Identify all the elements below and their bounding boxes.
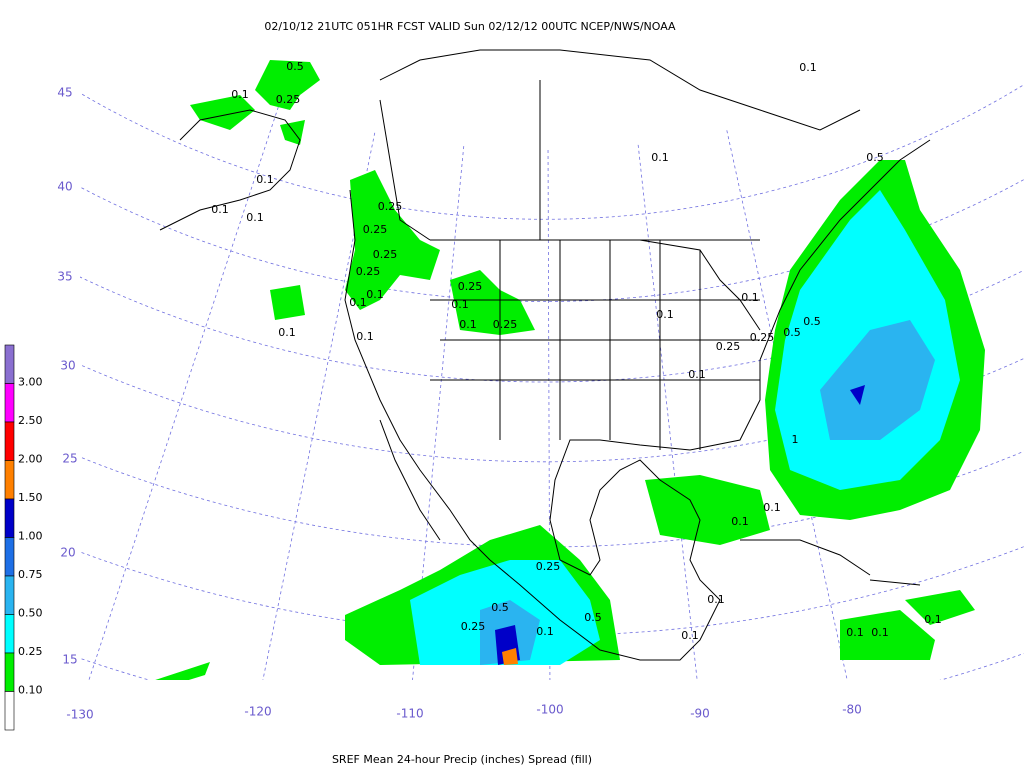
contour-label: 0.1 xyxy=(656,308,674,321)
contour-label: 0.1 xyxy=(651,151,669,164)
legend-label: 0.75 xyxy=(18,568,43,581)
contour-label: 0.1 xyxy=(846,626,864,639)
latitude-label: 20 xyxy=(60,546,75,560)
longitude-label: -100 xyxy=(536,703,563,717)
contour-label: 0.1 xyxy=(741,291,759,304)
legend-swatch xyxy=(4,344,15,384)
contour-label: 0.25 xyxy=(458,280,483,293)
contour-label: 0.1 xyxy=(211,203,229,216)
legend-label: 0.50 xyxy=(18,607,43,620)
legend: 3.00 2.50 2.00 1.50 1.00 0.75 0.50 0.25 0.10 xyxy=(4,344,43,731)
longitude-label: -80 xyxy=(842,703,862,717)
legend-swatch xyxy=(4,575,15,615)
legend-swatch xyxy=(4,460,15,500)
contour-label: 0.5 xyxy=(286,60,304,73)
longitude-line xyxy=(547,149,551,680)
longitude-label: -130 xyxy=(66,708,93,722)
legend-swatch xyxy=(4,498,15,538)
latitude-label: 40 xyxy=(57,180,72,194)
contour-label: 0.1 xyxy=(366,288,384,301)
legend-swatch xyxy=(4,537,15,577)
legend-swatch xyxy=(4,652,15,692)
contour-label: 0.1 xyxy=(681,629,699,642)
legend-label: 1.50 xyxy=(18,491,43,504)
contour-label: 0.1 xyxy=(278,326,296,339)
contour-label: 0.1 xyxy=(451,298,469,311)
contour-label: 1 xyxy=(792,433,799,446)
map-caption: SREF Mean 24-hour Precip (inches) Spread… xyxy=(332,753,592,766)
legend-label: 2.50 xyxy=(18,414,43,427)
map-title: 02/10/12 21UTC 051HR FCST VALID Sun 02/1… xyxy=(264,20,676,33)
legend-label: 1.00 xyxy=(18,530,43,543)
longitude-label: -90 xyxy=(690,707,710,721)
latitude-label: 35 xyxy=(57,270,72,284)
contour-label: 0.1 xyxy=(536,625,554,638)
contour-label: 0.1 xyxy=(763,501,781,514)
longitude-line xyxy=(637,144,698,680)
latitude-label: 25 xyxy=(62,452,77,466)
contour-label: 0.25 xyxy=(493,318,518,331)
legend-swatch xyxy=(4,383,15,423)
latitude-label: 15 xyxy=(62,653,77,667)
longitude-line xyxy=(726,130,848,680)
contour-label: 0.1 xyxy=(231,88,249,101)
contour-label: 0.5 xyxy=(584,611,602,624)
latitude-line xyxy=(80,178,1024,302)
legend-swatch xyxy=(4,614,15,654)
legend-swatch xyxy=(4,421,15,461)
contour-label: 0.1 xyxy=(731,515,749,528)
contour-label: 0.1 xyxy=(871,626,889,639)
contour-label: 0.25 xyxy=(716,340,741,353)
contour-label: 0.1 xyxy=(349,296,367,309)
contour-label: 0.25 xyxy=(373,248,398,261)
precip-fill xyxy=(155,60,985,680)
contour-label: 0.1 xyxy=(924,613,942,626)
contour-label: 0.1 xyxy=(688,368,706,381)
legend-label: 2.00 xyxy=(18,453,43,466)
contour-label: 0.1 xyxy=(356,330,374,343)
contour-label: 0.25 xyxy=(461,620,486,633)
contour-label: 0.5 xyxy=(491,601,509,614)
longitude-label: -110 xyxy=(396,707,423,721)
latitude-label: 45 xyxy=(57,86,72,100)
latitude-label: 30 xyxy=(60,359,75,373)
contour-label: 0.25 xyxy=(356,265,381,278)
longitude-label: -120 xyxy=(244,705,271,719)
contour-label: 0.1 xyxy=(799,61,817,74)
latitude-line xyxy=(80,269,1024,383)
legend-swatch xyxy=(4,691,15,731)
contour-label: 0.5 xyxy=(866,151,884,164)
latitude-line xyxy=(80,357,1024,462)
contour-label: 0.5 xyxy=(803,315,821,328)
contour-label: 0.1 xyxy=(256,173,274,186)
legend-label: 3.00 xyxy=(18,376,43,389)
contour-label: 0.25 xyxy=(750,331,775,344)
legend-label: 0.10 xyxy=(18,684,43,697)
contour-label: 0.25 xyxy=(276,93,301,106)
contour-label: 0.25 xyxy=(363,223,388,236)
legend-label: 0.25 xyxy=(18,645,43,658)
contour-label: 0.1 xyxy=(707,593,725,606)
contour-label: 0.1 xyxy=(246,211,264,224)
coastlines xyxy=(159,49,931,661)
contour-label: 0.25 xyxy=(536,560,561,573)
contour-label: 0.25 xyxy=(378,200,403,213)
contour-label: 0.1 xyxy=(459,318,477,331)
contour-label: 0.5 xyxy=(783,326,801,339)
